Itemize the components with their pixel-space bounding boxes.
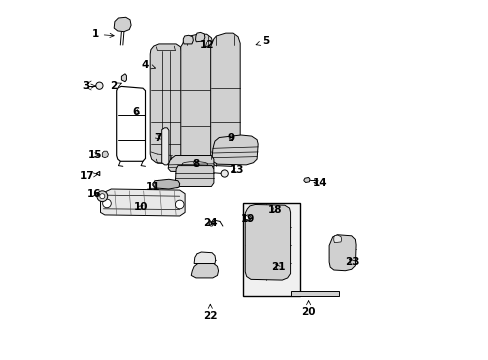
Polygon shape — [181, 34, 212, 167]
Polygon shape — [212, 135, 258, 165]
Polygon shape — [121, 74, 126, 82]
Text: 3: 3 — [82, 81, 95, 91]
Polygon shape — [210, 33, 240, 166]
Polygon shape — [328, 235, 355, 271]
Text: 14: 14 — [312, 178, 327, 188]
Polygon shape — [194, 252, 215, 264]
Polygon shape — [183, 35, 193, 44]
Text: 15: 15 — [88, 150, 102, 160]
Text: 6: 6 — [133, 107, 140, 117]
Text: 22: 22 — [203, 304, 217, 321]
Circle shape — [209, 222, 213, 226]
Text: 24: 24 — [203, 218, 217, 228]
Circle shape — [100, 194, 104, 199]
Polygon shape — [152, 179, 179, 189]
Text: 2: 2 — [110, 81, 121, 91]
Text: 21: 21 — [270, 262, 285, 273]
Text: 8: 8 — [192, 159, 199, 169]
Text: 12: 12 — [200, 40, 214, 50]
Polygon shape — [290, 291, 338, 296]
Polygon shape — [191, 264, 218, 278]
Text: 7: 7 — [154, 132, 162, 143]
Circle shape — [102, 199, 111, 208]
Text: 18: 18 — [267, 204, 282, 215]
Polygon shape — [150, 44, 181, 163]
Text: 5: 5 — [256, 36, 269, 46]
Text: 17: 17 — [80, 171, 98, 181]
Text: 10: 10 — [133, 202, 148, 212]
Polygon shape — [162, 128, 168, 165]
Text: 9: 9 — [227, 132, 234, 143]
Text: 11: 11 — [145, 182, 160, 192]
Polygon shape — [242, 203, 300, 296]
Circle shape — [221, 170, 228, 177]
Text: 20: 20 — [301, 301, 315, 318]
Text: 4: 4 — [142, 60, 155, 70]
Circle shape — [175, 200, 183, 209]
Polygon shape — [101, 189, 185, 216]
Text: 13: 13 — [229, 165, 244, 175]
Circle shape — [96, 82, 103, 89]
Circle shape — [97, 191, 107, 202]
Text: 16: 16 — [86, 189, 101, 199]
Polygon shape — [195, 32, 204, 42]
Polygon shape — [102, 151, 108, 158]
Text: 19: 19 — [241, 214, 255, 224]
Polygon shape — [244, 204, 290, 280]
Circle shape — [244, 215, 250, 221]
Polygon shape — [303, 177, 309, 183]
Polygon shape — [168, 156, 213, 172]
Polygon shape — [175, 166, 213, 186]
Text: 1: 1 — [91, 29, 114, 39]
Text: 23: 23 — [345, 257, 359, 267]
Polygon shape — [114, 17, 131, 32]
Polygon shape — [333, 235, 341, 243]
